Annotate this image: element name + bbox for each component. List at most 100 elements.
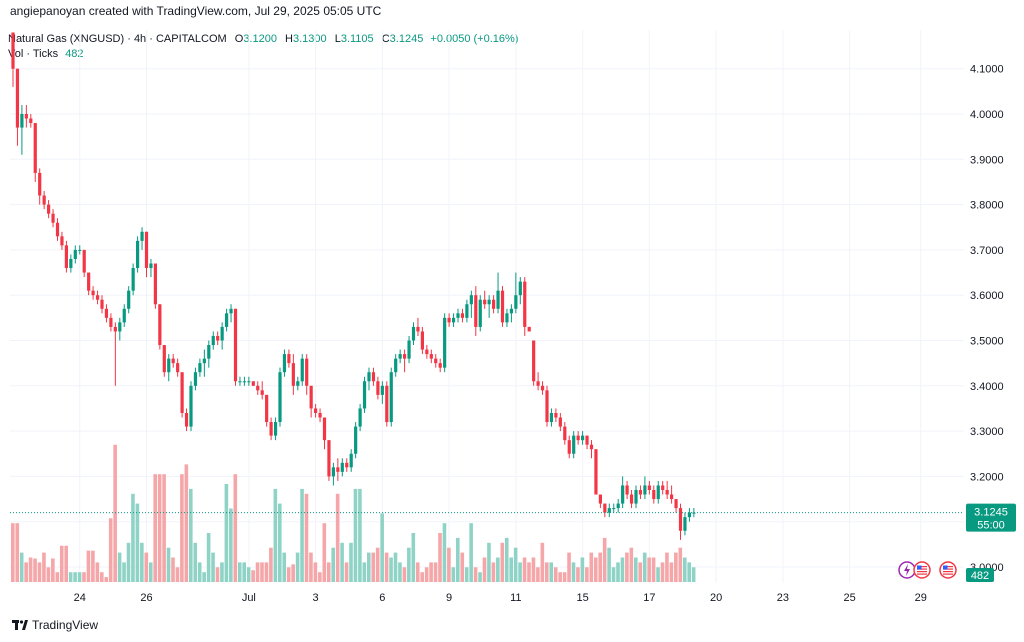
candle [104, 304, 109, 323]
volume-bar [331, 547, 335, 582]
us-flag-icon[interactable] [939, 561, 957, 579]
candle [113, 322, 117, 386]
volume-bar [393, 552, 398, 582]
volume-bar [660, 562, 665, 582]
volume-bar [233, 474, 238, 582]
candle [451, 313, 456, 327]
volume-bar [51, 558, 55, 582]
candle [358, 403, 362, 432]
candle [55, 218, 60, 241]
candle [536, 372, 540, 391]
volume-bar [206, 533, 211, 582]
volume-bar [687, 562, 691, 582]
volume-bar [616, 562, 620, 582]
candle [478, 295, 482, 332]
candle [193, 367, 198, 391]
event-lightning-icon[interactable] [898, 561, 916, 579]
volume-bar [358, 488, 362, 582]
price-tick-label: 3.6000 [970, 290, 1004, 302]
candle [60, 231, 64, 250]
candle [118, 317, 122, 341]
candle [322, 417, 327, 450]
candle [64, 240, 68, 273]
candle [625, 480, 629, 500]
candle [247, 376, 251, 386]
candle [647, 480, 651, 495]
volume-bar [665, 552, 669, 582]
legend-separator: · [149, 33, 156, 45]
volume-bar [251, 570, 255, 582]
candle [291, 354, 295, 395]
chart-grid [10, 30, 964, 583]
volume-bar [629, 547, 634, 582]
time-tick-label: 3 [313, 592, 319, 604]
candle [176, 358, 180, 377]
volume-bar [295, 552, 300, 582]
volume-bar [46, 567, 51, 582]
volume-bar [634, 557, 638, 582]
candle [24, 104, 28, 128]
time-tick-label: 9 [446, 592, 452, 604]
time-tick-label: 6 [379, 592, 385, 604]
candle [336, 458, 340, 481]
interval-label[interactable]: 4h [133, 33, 147, 45]
volume-bar [353, 488, 358, 582]
candle [149, 258, 153, 278]
price-tick-label: 4.0000 [970, 109, 1004, 121]
candle [465, 299, 469, 323]
volume-bar [246, 567, 251, 582]
volume-indicator-label[interactable]: Vol · Ticks [8, 48, 59, 60]
volume-bar [197, 562, 202, 582]
candle [225, 308, 229, 332]
time-axis: 24 26 Jul 3 6 9 11 15 17 20 23 25 29 [74, 592, 927, 604]
volume-bar [518, 562, 522, 582]
volume-bar [384, 552, 389, 582]
candle [558, 412, 562, 432]
candle [603, 503, 607, 518]
candle [300, 354, 304, 386]
volume-bar [82, 572, 86, 582]
candle [95, 290, 100, 305]
candle [612, 503, 616, 513]
tradingview-footer[interactable]: TradingView [12, 618, 98, 632]
volume-indicator-value: 482 [65, 48, 84, 60]
candle [140, 227, 144, 250]
volume-bar [180, 474, 184, 582]
us-flag-icon[interactable] [913, 561, 931, 579]
volume-bar [482, 557, 487, 582]
volume-bar [580, 557, 585, 582]
time-tick-label: 26 [140, 592, 152, 604]
time-tick-label: 24 [74, 592, 86, 604]
volume-bar [211, 552, 215, 582]
candle [211, 331, 215, 350]
symbol-name[interactable]: Natural Gas (XNGUSD) [8, 33, 125, 45]
volume-bar [656, 567, 660, 582]
volume-bars [11, 444, 696, 582]
candle [202, 349, 206, 377]
candle [643, 476, 647, 500]
volume-bar [148, 562, 153, 582]
candle [371, 367, 376, 386]
volume-bar [282, 552, 287, 582]
volume-bar [589, 552, 594, 582]
volume-bar [625, 552, 629, 582]
volume-bar [473, 567, 478, 582]
volume-bar [68, 572, 73, 582]
volume-bar [300, 488, 304, 582]
candle [42, 191, 46, 210]
candle [589, 440, 594, 459]
candle [91, 286, 95, 300]
volume-bar [398, 562, 402, 582]
candles [11, 32, 696, 540]
candle [11, 32, 15, 87]
volume-bar [215, 567, 220, 582]
candle [305, 354, 309, 395]
volume-bar [264, 562, 269, 582]
candle [638, 485, 643, 500]
volume-bar [571, 562, 576, 582]
volume-bar [611, 567, 616, 582]
time-tick-label: 17 [643, 592, 655, 604]
volume-bar [278, 503, 282, 582]
